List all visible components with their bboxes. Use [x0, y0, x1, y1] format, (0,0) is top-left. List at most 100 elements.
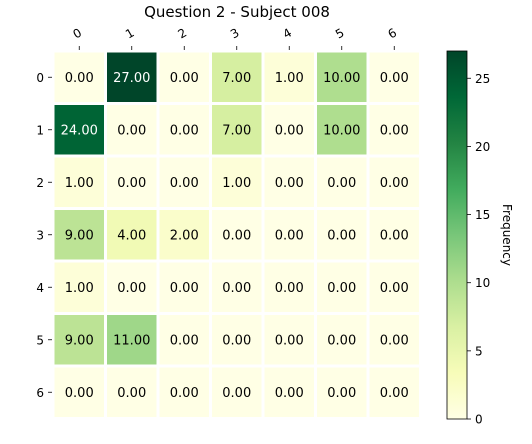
y-tick-label: 4 — [36, 281, 44, 295]
heatmap-cell — [369, 367, 419, 417]
heatmap-cell — [159, 262, 209, 312]
cell-value-label: 0.00 — [170, 281, 199, 296]
y-tick-label: 2 — [36, 176, 44, 190]
heatmap-cell — [369, 315, 419, 365]
cell-value-label: 0.00 — [380, 281, 409, 296]
cell-value-label: 0.00 — [170, 176, 199, 191]
x-tick-label: 4 — [280, 26, 294, 42]
cell-value-label: 27.00 — [113, 71, 150, 86]
heatmap-cell — [369, 157, 419, 207]
cell-value-label: 0.00 — [222, 386, 251, 401]
heatmap-cell — [369, 210, 419, 260]
heatmap-cell — [317, 367, 367, 417]
heatmap-cell — [264, 157, 314, 207]
cell-value-label: 0.00 — [380, 386, 409, 401]
cell-value-label: 0.00 — [222, 228, 251, 243]
cell-value-label: 0.00 — [117, 123, 146, 138]
colorbar-gradient — [446, 50, 468, 420]
y-tick-label: 0 — [36, 71, 44, 85]
x-tick-label: 0 — [70, 26, 84, 42]
colorbar-tick-label: 25 — [475, 72, 490, 86]
y-tick-label: 5 — [36, 333, 44, 347]
cell-value-label: 0.00 — [327, 386, 356, 401]
cell-value-label: 0.00 — [380, 228, 409, 243]
heatmap-cell — [54, 210, 104, 260]
cell-value-label: 9.00 — [65, 333, 94, 348]
x-tick-label: 3 — [228, 26, 242, 42]
cell-value-label: 0.00 — [275, 176, 304, 191]
colorbar-label: Frequency — [500, 204, 514, 266]
cell-value-label: 0.00 — [380, 123, 409, 138]
heatmap-cell — [212, 157, 262, 207]
heatmap-cell — [369, 262, 419, 312]
cell-value-label: 2.00 — [170, 228, 199, 243]
heatmap-cell — [317, 262, 367, 312]
heatmap-cell — [264, 105, 314, 155]
heatmap-cell — [159, 367, 209, 417]
cell-value-label: 0.00 — [117, 176, 146, 191]
heatmap-cell — [54, 105, 104, 155]
cell-value-label: 7.00 — [222, 71, 251, 86]
x-axis-ticks: 0 1 2 3 4 5 6 — [70, 26, 399, 50]
heatmap-cell — [54, 157, 104, 207]
cell-value-label: 0.00 — [275, 123, 304, 138]
cell-value-label: 1.00 — [275, 71, 304, 86]
cell-value-label: 0.00 — [275, 281, 304, 296]
cell-value-label: 0.00 — [275, 228, 304, 243]
heatmap-cell — [212, 315, 262, 365]
colorbar-ticks: 0 5 10 15 20 25 — [467, 72, 490, 427]
heatmap-cell — [212, 262, 262, 312]
heatmap-cell — [159, 210, 209, 260]
heatmap-cell — [159, 52, 209, 102]
heatmap-cell — [264, 52, 314, 102]
heatmap-cell — [264, 315, 314, 365]
cell-value-label: 10.00 — [323, 71, 360, 86]
colorbar-tick-label: 15 — [475, 208, 490, 222]
heatmap-cell — [54, 315, 104, 365]
heatmap-cell — [159, 105, 209, 155]
cell-value-label: 0.00 — [222, 333, 251, 348]
heatmap-cell — [107, 367, 157, 417]
cell-value-label: 1.00 — [222, 176, 251, 191]
cell-value-label: 7.00 — [222, 123, 251, 138]
cell-value-label: 0.00 — [380, 333, 409, 348]
heatmap-cell — [54, 262, 104, 312]
heatmap-cell — [317, 105, 367, 155]
cell-value-label: 4.00 — [117, 228, 146, 243]
cell-value-label: 0.00 — [327, 333, 356, 348]
heatmap-cell — [212, 367, 262, 417]
heatmap-cell — [212, 210, 262, 260]
cell-value-label: 9.00 — [65, 228, 94, 243]
cell-value-label: 11.00 — [113, 333, 150, 348]
colorbar: 0 5 10 15 20 25 Frequency — [446, 50, 514, 427]
y-tick-label: 6 — [36, 386, 44, 400]
cell-value-label: 1.00 — [65, 176, 94, 191]
heatmap-cell — [159, 315, 209, 365]
heatmap-cell — [54, 52, 104, 102]
colorbar-tick-label: 20 — [475, 140, 490, 154]
cell-value-label: 0.00 — [327, 176, 356, 191]
heatmap-cell — [212, 52, 262, 102]
heatmap-cell — [54, 367, 104, 417]
colorbar-tick-label: 5 — [475, 344, 483, 358]
cell-value-label: 24.00 — [61, 123, 98, 138]
cell-value-label: 0.00 — [170, 123, 199, 138]
heatmap-cell — [317, 210, 367, 260]
heatmap-cell — [264, 262, 314, 312]
cell-value-label: 0.00 — [117, 386, 146, 401]
heatmap-cell — [264, 367, 314, 417]
colorbar-tick-label: 0 — [475, 413, 483, 427]
heatmap-cell — [107, 105, 157, 155]
colorbar-tick-label: 10 — [475, 276, 490, 290]
cell-value-label: 0.00 — [222, 281, 251, 296]
heatmap-cell — [317, 52, 367, 102]
heatmap-cell — [369, 52, 419, 102]
heatmap-cell — [369, 105, 419, 155]
cell-value-label: 10.00 — [323, 123, 360, 138]
cell-value-label: 0.00 — [380, 71, 409, 86]
heatmap-cell — [317, 157, 367, 207]
chart-title: Question 2 - Subject 008 — [144, 3, 330, 21]
cell-value-label: 0.00 — [380, 176, 409, 191]
heatmap-cell — [107, 52, 157, 102]
